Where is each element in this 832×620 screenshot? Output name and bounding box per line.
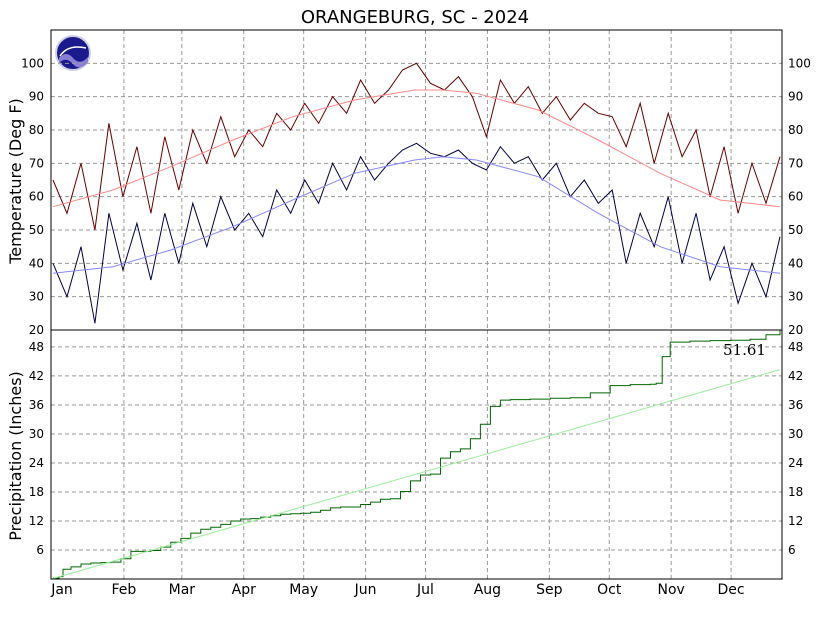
daily-high-line — [52, 62, 781, 231]
precipitation-axis-label: Precipitation (Inches) — [6, 371, 25, 541]
chart-title: ORANGEBURG, SC - 2024 — [301, 7, 529, 28]
temperature-tick-labels: 20 20 30 30 40 40 50 50 60 60 70 70 80 80 90 90 100 100 — [21, 56, 811, 337]
month-tick-label: May — [289, 582, 318, 598]
temperature-tick-label-left: 20 — [29, 323, 44, 337]
precipitation-tick-label-right: 24 — [788, 456, 803, 470]
precipitation-tick-label-right: 6 — [788, 543, 796, 557]
precipitation-tick-label-right: 42 — [788, 369, 803, 383]
month-tick-label: Oct — [597, 582, 622, 598]
precipitation-tick-label-left: 12 — [29, 514, 44, 528]
precipitation-tick-label-left: 36 — [29, 398, 44, 412]
temperature-tick-label-right: 70 — [788, 156, 803, 170]
temperature-tick-label-left: 70 — [29, 156, 44, 170]
temperature-plot-frame — [50, 29, 783, 331]
precipitation-gridlines — [51, 330, 782, 579]
precipitation-tick-label-left: 30 — [29, 427, 44, 441]
month-tick-label: Dec — [718, 582, 745, 598]
temperature-tick-label-right: 60 — [788, 190, 803, 204]
temperature-tick-label-right: 50 — [788, 223, 803, 237]
temperature-tick-label-left: 60 — [29, 190, 44, 204]
month-tick-label: Nov — [658, 582, 685, 598]
temperature-tick-label-left: 100 — [21, 56, 44, 70]
month-tick-label: Aug — [474, 582, 501, 598]
month-tick-label: Jul — [416, 582, 434, 598]
month-labels: Jan Feb Mar Apr May Jun Jul Aug Sep Oct Nov Dec — [50, 582, 744, 598]
temperature-axis-label: Temperature (Deg F) — [6, 98, 25, 265]
temperature-tick-label-left: 90 — [29, 90, 44, 104]
precipitation-tick-label-right: 48 — [788, 340, 803, 354]
normal-low-line — [52, 156, 781, 274]
temperature-tick-label-right: 90 — [788, 90, 803, 104]
temperature-gridlines — [51, 30, 782, 330]
temperature-tick-label-left: 30 — [29, 290, 44, 304]
precipitation-tick-label-left: 18 — [29, 485, 44, 499]
temperature-tick-label-left: 80 — [29, 123, 44, 137]
precipitation-tick-label-right: 36 — [788, 398, 803, 412]
precipitation-tick-labels: 6 6 12 12 18 18 24 24 30 30 36 36 42 42 48 48 — [29, 340, 804, 557]
temperature-tick-label-right: 20 — [788, 323, 803, 337]
temperature-tick-label-left: 50 — [29, 223, 44, 237]
temperature-tick-label-right: 40 — [788, 256, 803, 270]
normal-high-line — [52, 89, 781, 208]
month-tick-label: Jun — [354, 582, 377, 598]
precipitation-tick-label-right: 30 — [788, 427, 803, 441]
daily-low-line — [52, 142, 781, 324]
precipitation-tick-label-left: 48 — [29, 340, 44, 354]
temperature-tick-label-right: 100 — [788, 56, 811, 70]
temperature-tick-label-right: 80 — [788, 123, 803, 137]
total-precipitation-label: 51.61 — [723, 341, 766, 359]
temperature-series — [52, 62, 781, 324]
month-tick-label: Sep — [536, 582, 563, 598]
temperature-tick-label-left: 40 — [29, 256, 44, 270]
month-tick-label: Apr — [232, 582, 256, 598]
precipitation-series — [52, 329, 781, 579]
temperature-tick-label-right: 30 — [788, 290, 803, 304]
precipitation-plot-frame — [50, 329, 783, 580]
month-tick-label: Jan — [50, 582, 73, 598]
precipitation-tick-label-left: 24 — [29, 456, 44, 470]
precipitation-tick-label-right: 18 — [788, 485, 803, 499]
month-tick-label: Mar — [169, 582, 196, 598]
precipitation-tick-label-left: 6 — [36, 543, 44, 557]
noaa-logo-icon — [55, 35, 91, 71]
precipitation-tick-label-left: 42 — [29, 369, 44, 383]
precipitation-tick-label-right: 12 — [788, 514, 803, 528]
normal-cumulative-line — [52, 369, 781, 579]
month-tick-label: Feb — [112, 582, 137, 598]
